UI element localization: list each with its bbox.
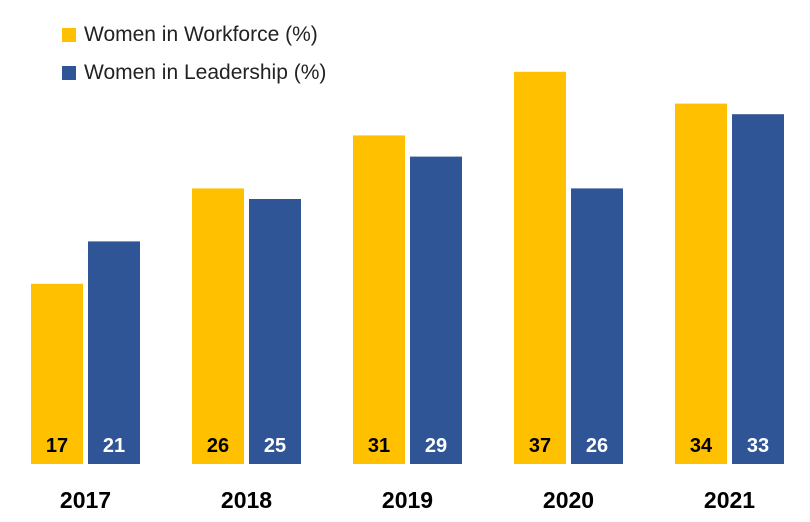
- legend-swatch-leadership: [62, 66, 76, 80]
- category-label-2020: 2020: [543, 487, 594, 513]
- value-labels-group: 17 21 26 25 31 29 37 26 34 33: [46, 435, 769, 457]
- bar-leadership-2017: [88, 241, 140, 464]
- legend-label-leadership: Women in Leadership (%): [84, 61, 327, 84]
- value-label-leadership-2017: 21: [103, 435, 125, 457]
- legend-item-workforce: Women in Workforce (%): [62, 16, 326, 54]
- value-label-leadership-2019: 29: [425, 435, 447, 457]
- category-label-2019: 2019: [382, 487, 433, 513]
- bar-leadership-2021: [732, 114, 784, 464]
- value-label-leadership-2018: 25: [264, 435, 286, 457]
- bars-group: [31, 71, 784, 465]
- legend: Women in Workforce (%) Women in Leadersh…: [62, 16, 326, 92]
- value-label-workforce-2020: 37: [529, 435, 551, 457]
- value-label-workforce-2018: 26: [207, 435, 229, 457]
- bar-workforce-2017: [31, 283, 83, 464]
- value-label-workforce-2021: 34: [690, 435, 713, 457]
- bar-workforce-2018: [192, 188, 244, 464]
- category-label-2017: 2017: [60, 487, 111, 513]
- legend-swatch-workforce: [62, 28, 76, 42]
- value-label-workforce-2019: 31: [368, 435, 390, 457]
- bar-workforce-2021: [675, 103, 727, 464]
- category-labels-group: 2017 2018 2019 2020 2021: [60, 487, 755, 513]
- category-label-2021: 2021: [704, 487, 755, 513]
- legend-label-workforce: Women in Workforce (%): [84, 23, 318, 46]
- bar-leadership-2019: [410, 156, 462, 464]
- value-label-leadership-2020: 26: [586, 435, 608, 457]
- bar-leadership-2018: [249, 199, 301, 464]
- value-label-workforce-2017: 17: [46, 435, 68, 457]
- legend-item-leadership: Women in Leadership (%): [62, 54, 326, 92]
- bar-workforce-2020: [514, 71, 566, 465]
- bar-leadership-2020: [571, 188, 623, 464]
- bar-workforce-2019: [353, 135, 405, 464]
- category-label-2018: 2018: [221, 487, 272, 513]
- value-label-leadership-2021: 33: [747, 435, 769, 457]
